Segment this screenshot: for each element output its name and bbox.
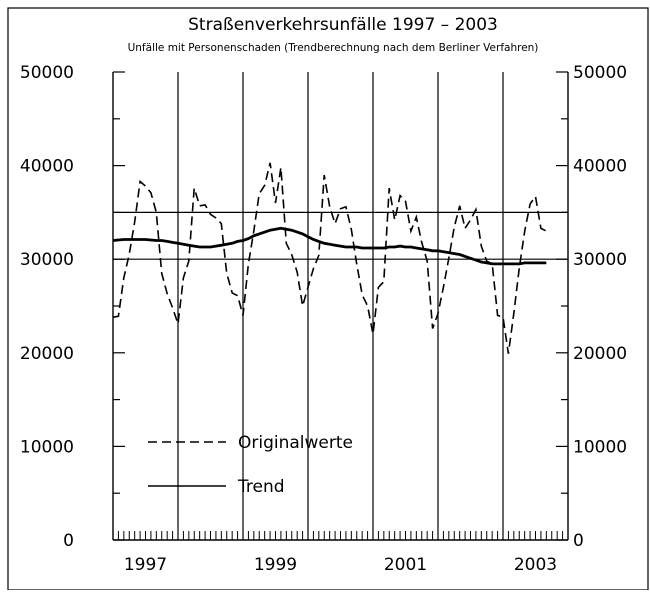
legend: Originalwerte Trend xyxy=(148,433,353,497)
chart-title: Straßenverkehrsunfälle 1997 – 2003 xyxy=(188,15,498,35)
y-tick-label-right: 0 xyxy=(573,531,584,551)
x-tick-label: 1999 xyxy=(254,555,297,575)
series-line-trend xyxy=(112,226,547,266)
legend-label-originalwerte: Originalwerte xyxy=(238,433,353,453)
x-tick-label: 2001 xyxy=(384,555,427,575)
axes: 0 0 10000 10000 20000 20000 30000 30000 40000 400… xyxy=(20,63,627,575)
y-tick-label-left: 10000 xyxy=(20,437,74,457)
gridlines xyxy=(113,72,568,540)
x-tick-label: 1997 xyxy=(124,555,167,575)
series-lines xyxy=(112,162,547,354)
y-tick-label-right: 50000 xyxy=(573,63,627,83)
series-line-originalwerte xyxy=(112,162,547,354)
chart-subtitle: Unfälle mit Personenschaden (Trendberech… xyxy=(128,42,539,54)
y-tick-label-left: 40000 xyxy=(20,157,74,177)
y-tick-label-right: 20000 xyxy=(573,344,627,364)
y-tick-label-left: 30000 xyxy=(20,250,74,270)
y-tick-label-right: 10000 xyxy=(573,437,627,457)
y-tick-label-right: 30000 xyxy=(573,250,627,270)
y-tick-label-left: 20000 xyxy=(20,344,74,364)
y-tick-label-left: 50000 xyxy=(20,63,74,83)
y-tick-label-left: 0 xyxy=(63,531,74,551)
legend-label-trend: Trend xyxy=(237,477,285,497)
x-tick-label: 2003 xyxy=(514,555,557,575)
y-tick-label-right: 40000 xyxy=(573,157,627,177)
